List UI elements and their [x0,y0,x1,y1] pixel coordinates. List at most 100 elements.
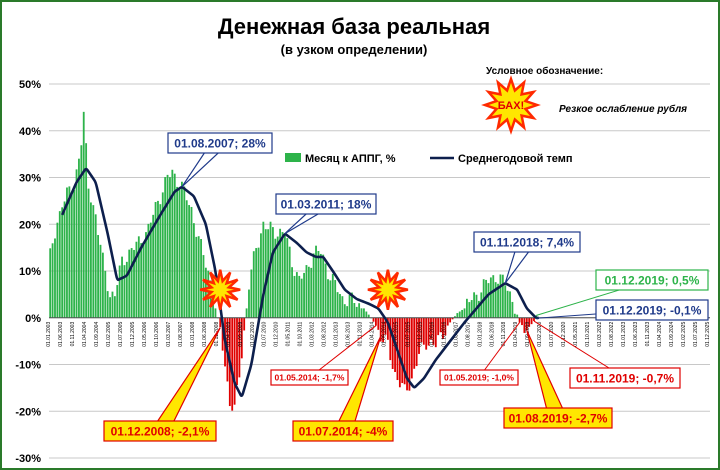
x-tick-label: 01.08.2007 [178,322,184,347]
bar [360,308,363,318]
x-tick-label: 01.09.2009 [238,322,244,347]
bar [240,317,243,359]
legend-label-line: Среднегодовой темп [458,153,573,165]
x-tick-label: 01.02.2010 [250,322,256,347]
bar [463,308,466,318]
legend-label-bars: Месяц к АППГ, % [305,153,396,165]
bar [283,235,286,318]
bar [533,317,535,322]
x-tick-label: 01.12.2005 [130,322,136,347]
bar [269,221,272,318]
bar [430,317,432,340]
bar [513,313,516,318]
chart-subtitle: (в узком определении) [281,42,428,57]
x-tick-label: 01.11.2018 [501,322,507,347]
bar [245,308,248,318]
bar [82,111,85,318]
annotation-label: 01.11.2019; -0,7% [576,371,674,385]
bar [173,173,176,318]
bar [185,200,188,318]
bar [178,189,181,318]
bar [521,317,523,326]
bar [468,302,471,318]
bar [149,222,152,318]
x-tick-label: 01.04.2019 [513,322,519,347]
bar [219,317,222,328]
bar [214,308,217,318]
bar [295,272,298,318]
bar [355,306,358,318]
bar [257,247,260,318]
bar [157,200,159,318]
x-tick-label: 01.04.2024 [657,322,663,347]
bar [293,275,296,318]
bar [264,229,267,318]
chart-title: Денежная база реальная [218,14,490,39]
bar [451,317,454,320]
bar [80,145,83,318]
x-tick-label: 01.01.2008 [190,322,196,347]
bar [288,246,291,318]
bar [159,204,162,318]
line-series [60,167,540,398]
bar [475,294,478,318]
bar [348,294,351,318]
bar [75,169,78,318]
bar [422,317,425,345]
x-tick-label: 01.05.2006 [142,322,148,347]
x-tick-label: 01.11.2013 [358,322,364,347]
bar [317,251,320,318]
x-tick-label: 01.12.2015 [417,322,423,347]
bar [374,317,377,326]
bar [140,243,143,318]
bar [458,311,461,318]
bar [329,280,332,318]
annotation-box [270,369,349,386]
burst-marker [199,269,241,310]
annotation-box [569,367,681,389]
legend-burst-text: Резкое ослабление рубля [559,103,687,115]
bar [327,279,329,318]
annotation-box [503,407,613,429]
bar [128,249,131,318]
x-tick-label: 01.02.2005 [106,322,112,347]
bar [90,202,92,318]
bar [341,296,344,318]
bar [324,263,327,318]
x-tick-label: 01.01.2018 [477,322,483,347]
bar [73,189,76,318]
x-tick-label: 01.10.2021 [585,322,591,347]
bar [233,317,236,405]
bar [310,267,313,318]
x-tick-label: 01.04.2014 [370,322,376,347]
bar [161,192,164,318]
bar [367,314,370,318]
bar [166,174,169,318]
x-tick-label: 01.01.2023 [621,322,627,347]
x-tick-label: 01.04.2004 [82,322,88,347]
x-tick-label: 01.06.2018 [489,322,495,347]
bar [492,275,495,318]
x-tick-label: 01.12.2020 [561,322,567,347]
bar [135,241,138,318]
bar [58,211,61,318]
bar [454,316,456,318]
annotation-leader [478,322,521,378]
bar [322,254,325,318]
x-tick-label: 01.12.2010 [274,322,280,347]
x-tick-label: 01.03.2007 [166,322,172,347]
bar [137,236,140,318]
bar [382,317,385,343]
bar [171,169,174,318]
bar [248,289,250,318]
bar [456,313,459,318]
bar [281,232,284,318]
bar [353,303,356,318]
bar [439,317,442,333]
annotation-label: 01.05.2019; -1,0% [444,373,514,383]
bar [63,201,66,318]
x-tick-label: 01.07.2020 [549,322,555,347]
bar [315,245,317,318]
y-tick-label: 10% [19,266,41,278]
